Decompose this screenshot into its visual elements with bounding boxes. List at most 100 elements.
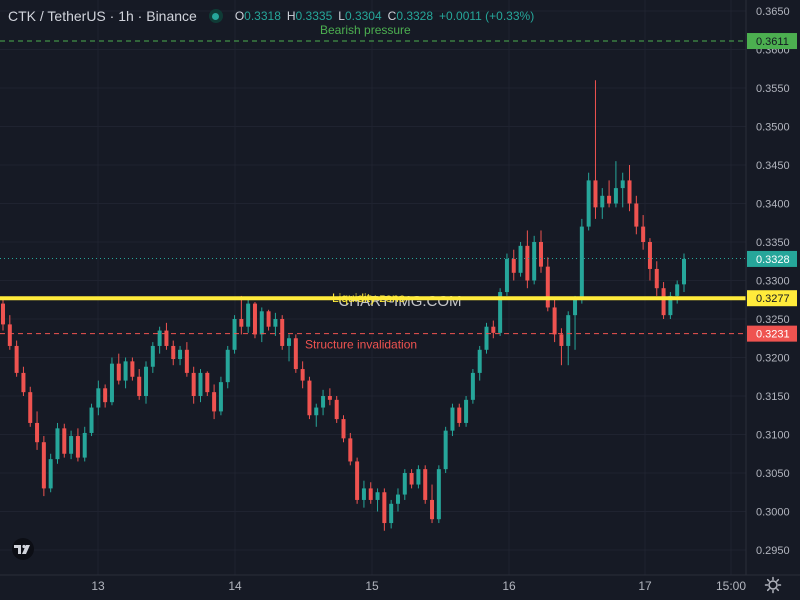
price-badge xyxy=(747,33,797,50)
price-badge xyxy=(747,325,797,342)
candle xyxy=(307,376,312,420)
ohlc-values: O0.3318 H0.3335 L0.3304 C0.3328 +0.0011 … xyxy=(235,9,534,23)
candle-body xyxy=(538,242,543,267)
tradingview-logo-icon[interactable] xyxy=(9,538,37,560)
price-tick-label: 0.3400 xyxy=(756,199,790,211)
candle xyxy=(239,295,244,335)
price-tick-label: 0.3350 xyxy=(756,237,790,249)
candle-body xyxy=(103,388,108,403)
candle-body xyxy=(573,299,578,316)
candle xyxy=(504,253,509,296)
candle-body xyxy=(348,438,353,462)
candle xyxy=(341,415,346,443)
candle-body xyxy=(300,369,305,381)
candle-body xyxy=(409,473,414,485)
candle xyxy=(130,357,135,381)
candle-body xyxy=(123,361,128,381)
candle xyxy=(532,235,537,285)
price-tick-label: 0.3150 xyxy=(756,391,790,403)
candle xyxy=(566,311,571,366)
candle-body xyxy=(368,488,373,500)
price-tick-label: 0.3650 xyxy=(756,6,790,18)
candle xyxy=(21,366,26,396)
time-axis-ticks[interactable]: 13 14 15 16 17 15:00 xyxy=(91,579,746,593)
candle-body xyxy=(266,311,271,327)
settings-gear-icon[interactable] xyxy=(764,576,782,594)
candle xyxy=(559,328,564,366)
candle-body xyxy=(28,392,33,423)
candle xyxy=(579,218,584,304)
price-tick-label: 0.3000 xyxy=(756,507,790,519)
candle xyxy=(607,180,612,208)
candle xyxy=(525,230,530,289)
candle xyxy=(150,342,155,373)
candle xyxy=(89,403,94,437)
price-axis-ticks: 0.36500.36000.35500.35000.34500.34000.33… xyxy=(756,6,790,557)
candle xyxy=(641,215,646,250)
ohlc-high: H0.3335 xyxy=(286,9,333,23)
candle-body xyxy=(511,258,516,273)
candle xyxy=(75,428,80,462)
candle-body xyxy=(477,349,482,373)
candle-body xyxy=(443,430,448,470)
candle xyxy=(573,295,578,350)
candle xyxy=(280,315,285,350)
candle xyxy=(402,469,407,500)
candle xyxy=(375,488,380,512)
candle xyxy=(321,389,326,416)
candle xyxy=(7,315,12,350)
candle-body xyxy=(552,307,557,335)
candle-body xyxy=(375,492,380,500)
candle xyxy=(273,312,278,336)
candle-body xyxy=(518,245,523,273)
candle-body xyxy=(1,303,5,325)
candle-body xyxy=(504,258,509,293)
candle xyxy=(232,315,237,354)
candle-body xyxy=(137,376,142,396)
candle-body xyxy=(280,319,285,346)
candle-body xyxy=(579,226,584,300)
candle-body xyxy=(464,399,469,423)
candle-body xyxy=(239,319,244,327)
candle xyxy=(470,369,475,404)
candle xyxy=(538,230,543,273)
candle-body xyxy=(395,494,400,504)
candle xyxy=(225,345,230,389)
candle xyxy=(212,384,217,420)
candle-body xyxy=(116,363,121,381)
candle xyxy=(300,361,305,389)
candle xyxy=(498,288,503,336)
price-badge-label: 0.3231 xyxy=(756,329,790,341)
candle-body xyxy=(212,392,217,412)
candle-body xyxy=(382,492,387,524)
candle xyxy=(368,482,373,504)
candle xyxy=(314,403,319,427)
price-tick-label: 0.3500 xyxy=(756,122,790,134)
grid xyxy=(0,0,746,575)
candle-body xyxy=(232,319,237,350)
symbol-title[interactable]: CTK / TetherUS · 1h · Binance xyxy=(8,8,197,24)
candle-body xyxy=(484,326,489,350)
candles xyxy=(1,80,686,531)
candle-body xyxy=(14,345,19,373)
candle xyxy=(491,320,496,339)
candle xyxy=(287,334,292,362)
candle xyxy=(191,366,196,404)
time-tick-label: 13 xyxy=(91,579,105,593)
candle xyxy=(511,249,516,281)
candle xyxy=(1,297,5,331)
candle-body xyxy=(7,324,12,346)
time-tick-label: 15:00 xyxy=(716,579,746,593)
candle xyxy=(634,195,639,235)
candle-body xyxy=(341,419,346,439)
candle-body xyxy=(457,407,462,423)
price-axis[interactable] xyxy=(746,0,800,575)
candle xyxy=(144,361,149,404)
candle-body xyxy=(668,295,673,316)
time-tick-label: 15 xyxy=(365,579,379,593)
candle-body xyxy=(675,284,680,296)
candle xyxy=(327,388,332,406)
candle-body xyxy=(178,349,183,360)
candle-body xyxy=(498,292,503,333)
